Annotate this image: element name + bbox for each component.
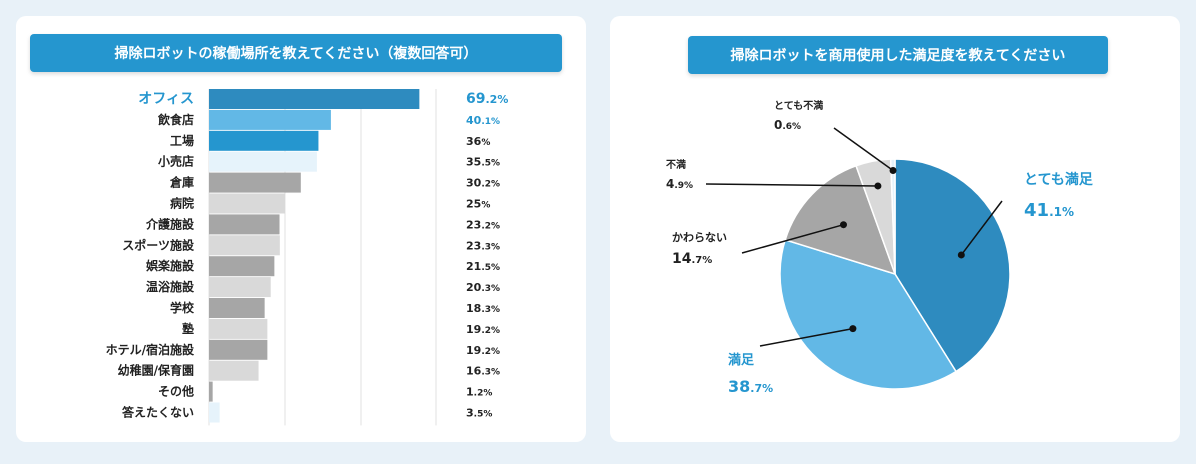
bar	[209, 277, 271, 298]
bar-chart-panel: 掃除ロボットの稼働場所を教えてください（複数回答可） オフィス 69.2% 飲食店 4…	[16, 16, 586, 442]
bar-value-label: 3.5%	[466, 407, 492, 420]
pie-leader-dot	[849, 325, 857, 333]
bar-category-label: 幼稚園/保育園	[118, 363, 194, 378]
bar	[209, 339, 268, 360]
pie-slice-label: とても不満	[774, 99, 823, 112]
pie-leader-line	[741, 223, 844, 254]
bar	[209, 402, 220, 423]
bar-chart: オフィス 69.2% 飲食店 40.1% 工場 36% 小売店 35.5% 倉庫 30.2% 病院 2…	[106, 89, 508, 426]
bar-category-label: スポーツ施設	[122, 237, 195, 252]
bar-value-label: 69.2%	[466, 91, 508, 107]
pie-chart: とても満足 41.1% 満足 38.7% かわらない 14.7% 不満 4.9% とても不満 0.…	[666, 99, 1094, 396]
bar-value-label: 25%	[466, 198, 490, 211]
bar-value-label: 40.1%	[466, 114, 500, 127]
bar-category-label: ホテル/宿泊施設	[106, 342, 195, 357]
pie-leader-line	[833, 127, 894, 172]
bar	[209, 130, 319, 151]
bar	[209, 256, 275, 277]
pie-leader-line	[960, 200, 1003, 256]
bar	[209, 298, 265, 318]
pie-slice-label: とても満足	[1024, 171, 1094, 188]
bar	[209, 172, 301, 193]
pie-slice-value: 14.7%	[672, 251, 712, 267]
bar-value-label: 30.2%	[466, 177, 500, 190]
bar-category-label: 倉庫	[169, 175, 194, 190]
bar	[209, 235, 280, 256]
bar-category-label: 飲食店	[157, 112, 194, 127]
bar-value-label: 23.2%	[466, 218, 500, 231]
bar-value-label: 23.3%	[466, 239, 500, 252]
bar-value-label: 18.3%	[466, 302, 500, 315]
bar	[209, 193, 285, 214]
pie-slice	[779, 238, 958, 390]
bar-value-label: 19.2%	[466, 323, 500, 336]
bar-category-label: 学校	[170, 300, 195, 315]
bar	[209, 381, 213, 402]
pie-slice	[894, 158, 1011, 373]
bar-value-label: 36%	[466, 135, 490, 148]
bar-category-label: 娯楽施設	[146, 258, 195, 273]
pie-slice-value: 41.1%	[1024, 200, 1074, 221]
bar-category-label: 病院	[170, 196, 194, 211]
pie-chart-panel: 掃除ロボットを商用使用した満足度を教えてください とても満足 41.1% 満足 38.…	[610, 16, 1180, 442]
bar-value-label: 20.3%	[466, 281, 500, 294]
pie-slice-label: かわらない	[672, 231, 727, 244]
bar-category-label: 温浴施設	[146, 279, 195, 294]
bar-value-label: 21.5%	[466, 260, 500, 273]
bar-category-label: 答えたくない	[122, 405, 194, 420]
bar-category-label: 塾	[182, 321, 194, 336]
bar	[209, 360, 259, 381]
pie-slice-value: 4.9%	[666, 177, 693, 191]
pie-slice-value: 0.6%	[774, 118, 801, 132]
pie-slice-label: 満足	[728, 352, 755, 368]
pie-leader-line	[759, 327, 854, 347]
bar	[209, 318, 268, 339]
bar-value-label: 19.2%	[466, 344, 500, 357]
bar-chart-title: 掃除ロボットの稼働場所を教えてください（複数回答可）	[30, 34, 562, 72]
bar-category-label: 介護施設	[145, 216, 195, 231]
pie-slice-value: 38.7%	[728, 377, 773, 396]
bar-category-label: オフィス	[138, 91, 194, 107]
bar	[209, 109, 331, 130]
bar-value-label: 35.5%	[466, 156, 500, 169]
bar	[209, 89, 420, 109]
bar	[209, 214, 280, 235]
pie-slice	[889, 158, 896, 275]
bar-category-label: 工場	[170, 133, 194, 148]
pie-leader-dot	[874, 182, 882, 190]
bar	[209, 151, 317, 172]
bar-value-label: 16.3%	[466, 365, 500, 378]
pie-leader-dot	[889, 167, 897, 175]
bar-category-label: 小売店	[158, 154, 194, 169]
pie-slice-label: 不満	[666, 158, 686, 171]
pie-slice	[784, 164, 897, 276]
bar-category-label: その他	[158, 384, 194, 399]
pie-chart-title: 掃除ロボットを商用使用した満足度を教えてください	[688, 36, 1108, 74]
pie-leader-line	[705, 183, 878, 187]
pie-leader-dot	[957, 251, 965, 259]
bar-value-label: 1.2%	[466, 386, 492, 399]
pie-leader-dot	[839, 221, 847, 229]
